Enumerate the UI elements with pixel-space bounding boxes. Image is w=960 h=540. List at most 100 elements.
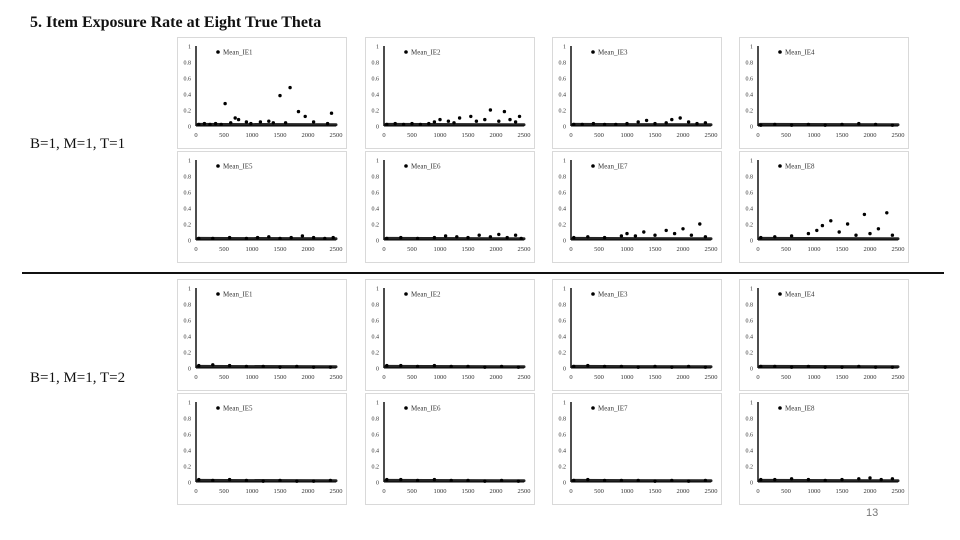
y-tick-label: 0.2 — [559, 223, 567, 229]
legend-label: Mean_IE6 — [411, 405, 441, 413]
data-point — [455, 235, 459, 239]
data-point — [328, 365, 333, 369]
y-tick-label: 0.8 — [184, 303, 192, 309]
data-point — [586, 477, 590, 482]
y-tick-label: 1 — [376, 287, 379, 293]
data-point — [289, 235, 293, 240]
chart-panel-16: 0 0.2 0.4 0.6 0.8 1 0 500 1000 1500 2000 2500 Mean_I… — [739, 393, 909, 505]
data-point — [258, 120, 263, 124]
data-point — [415, 364, 420, 369]
chart-panel-5: 0 0.2 0.4 0.6 0.8 1 0 500 1000 1500 2000 2500 Mean_I… — [177, 151, 347, 263]
x-tick-label: 1500 — [649, 132, 662, 139]
x-tick-label: 2000 — [864, 374, 877, 381]
data-point — [483, 479, 487, 483]
data-point — [636, 120, 640, 124]
x-tick-label: 1000 — [434, 132, 447, 139]
section-divider — [22, 272, 944, 274]
y-tick-label: 0.2 — [559, 109, 567, 115]
data-point — [625, 121, 629, 126]
data-point — [815, 228, 819, 233]
data-point — [443, 234, 448, 238]
x-tick-label: 1000 — [621, 488, 634, 495]
data-point — [296, 109, 301, 114]
y-tick-label: 1 — [376, 401, 379, 407]
y-tick-label: 1 — [188, 159, 191, 165]
data-point — [823, 365, 827, 369]
x-tick-label: 2000 — [302, 488, 315, 495]
chart-panel-15: 0 0.2 0.4 0.6 0.8 1 0 500 1000 1500 2000 2500 Mean_I… — [552, 393, 722, 505]
data-point — [890, 477, 895, 481]
data-point — [840, 122, 844, 127]
data-point — [636, 365, 640, 369]
data-point — [633, 234, 638, 238]
legend-marker — [591, 406, 595, 410]
y-tick-label: 0.4 — [559, 93, 567, 99]
data-point — [244, 236, 249, 241]
data-point — [642, 230, 646, 234]
data-point — [505, 235, 509, 240]
x-tick-label: 1000 — [621, 246, 634, 253]
y-tick-label: 0.4 — [184, 93, 192, 99]
y-tick-label: 0.4 — [372, 335, 380, 341]
y-tick-label: 0.6 — [559, 77, 567, 83]
chart-panel-14: 0 0.2 0.4 0.6 0.8 1 0 500 1000 1500 2000 2500 Mean_I… — [365, 393, 535, 505]
y-tick-label: 0.2 — [746, 223, 754, 229]
x-tick-label: 0 — [756, 246, 759, 253]
legend-label: Mean_IE7 — [598, 405, 628, 413]
data-point — [619, 478, 624, 483]
y-tick-label: 0.4 — [746, 207, 754, 213]
data-point — [789, 477, 794, 481]
data-point — [229, 121, 233, 125]
data-point — [703, 478, 708, 483]
legend-marker — [404, 292, 408, 296]
data-point — [823, 478, 827, 483]
x-tick-label: 500 — [219, 246, 229, 253]
data-point — [572, 122, 576, 127]
data-point — [789, 365, 794, 369]
x-tick-label: 2000 — [302, 374, 315, 381]
y-tick-label: 0.6 — [746, 319, 754, 325]
y-tick-label: 0.6 — [559, 433, 567, 439]
x-tick-label: 2500 — [705, 374, 718, 381]
y-tick-label: 0.8 — [184, 417, 192, 423]
y-tick-label: 0.8 — [559, 417, 567, 423]
x-tick-label: 1500 — [836, 132, 849, 139]
y-tick-label: 0.4 — [184, 449, 192, 455]
data-point — [789, 123, 794, 127]
x-tick-label: 1500 — [649, 488, 662, 495]
x-tick-label: 2500 — [330, 488, 343, 495]
y-tick-label: 0.6 — [184, 319, 192, 325]
x-tick-label: 0 — [756, 374, 759, 381]
data-point — [452, 121, 456, 125]
data-point — [244, 364, 249, 369]
x-tick-label: 2500 — [518, 246, 531, 253]
data-point — [227, 235, 232, 240]
data-point — [399, 363, 403, 368]
data-point — [399, 477, 403, 482]
x-tick-label: 2000 — [677, 132, 690, 139]
y-tick-label: 0 — [188, 367, 191, 373]
chart-panel-11: 0 0.2 0.4 0.6 0.8 1 0 500 1000 1500 2000 2500 Mean_I… — [552, 279, 722, 391]
legend-marker — [591, 50, 595, 54]
data-point — [837, 230, 841, 234]
legend-label: Mean_IE7 — [598, 163, 628, 171]
legend-marker — [591, 164, 595, 168]
data-point — [261, 479, 265, 483]
data-point — [211, 478, 215, 483]
y-tick-label: 0.8 — [372, 61, 380, 67]
x-tick-label: 1000 — [434, 246, 447, 253]
y-tick-label: 0.2 — [372, 351, 380, 357]
data-point — [508, 117, 512, 122]
legend-label: Mean_IE1 — [223, 49, 253, 57]
data-point — [497, 232, 501, 237]
legend-marker — [404, 406, 408, 410]
data-point — [513, 233, 518, 237]
y-tick-label: 0.8 — [184, 175, 192, 181]
data-point — [311, 120, 316, 124]
x-tick-label: 2500 — [330, 132, 343, 139]
data-point — [466, 478, 470, 483]
y-tick-label: 0.8 — [746, 303, 754, 309]
legend-marker — [216, 292, 220, 296]
data-point — [879, 477, 883, 482]
x-tick-label: 0 — [382, 246, 385, 253]
